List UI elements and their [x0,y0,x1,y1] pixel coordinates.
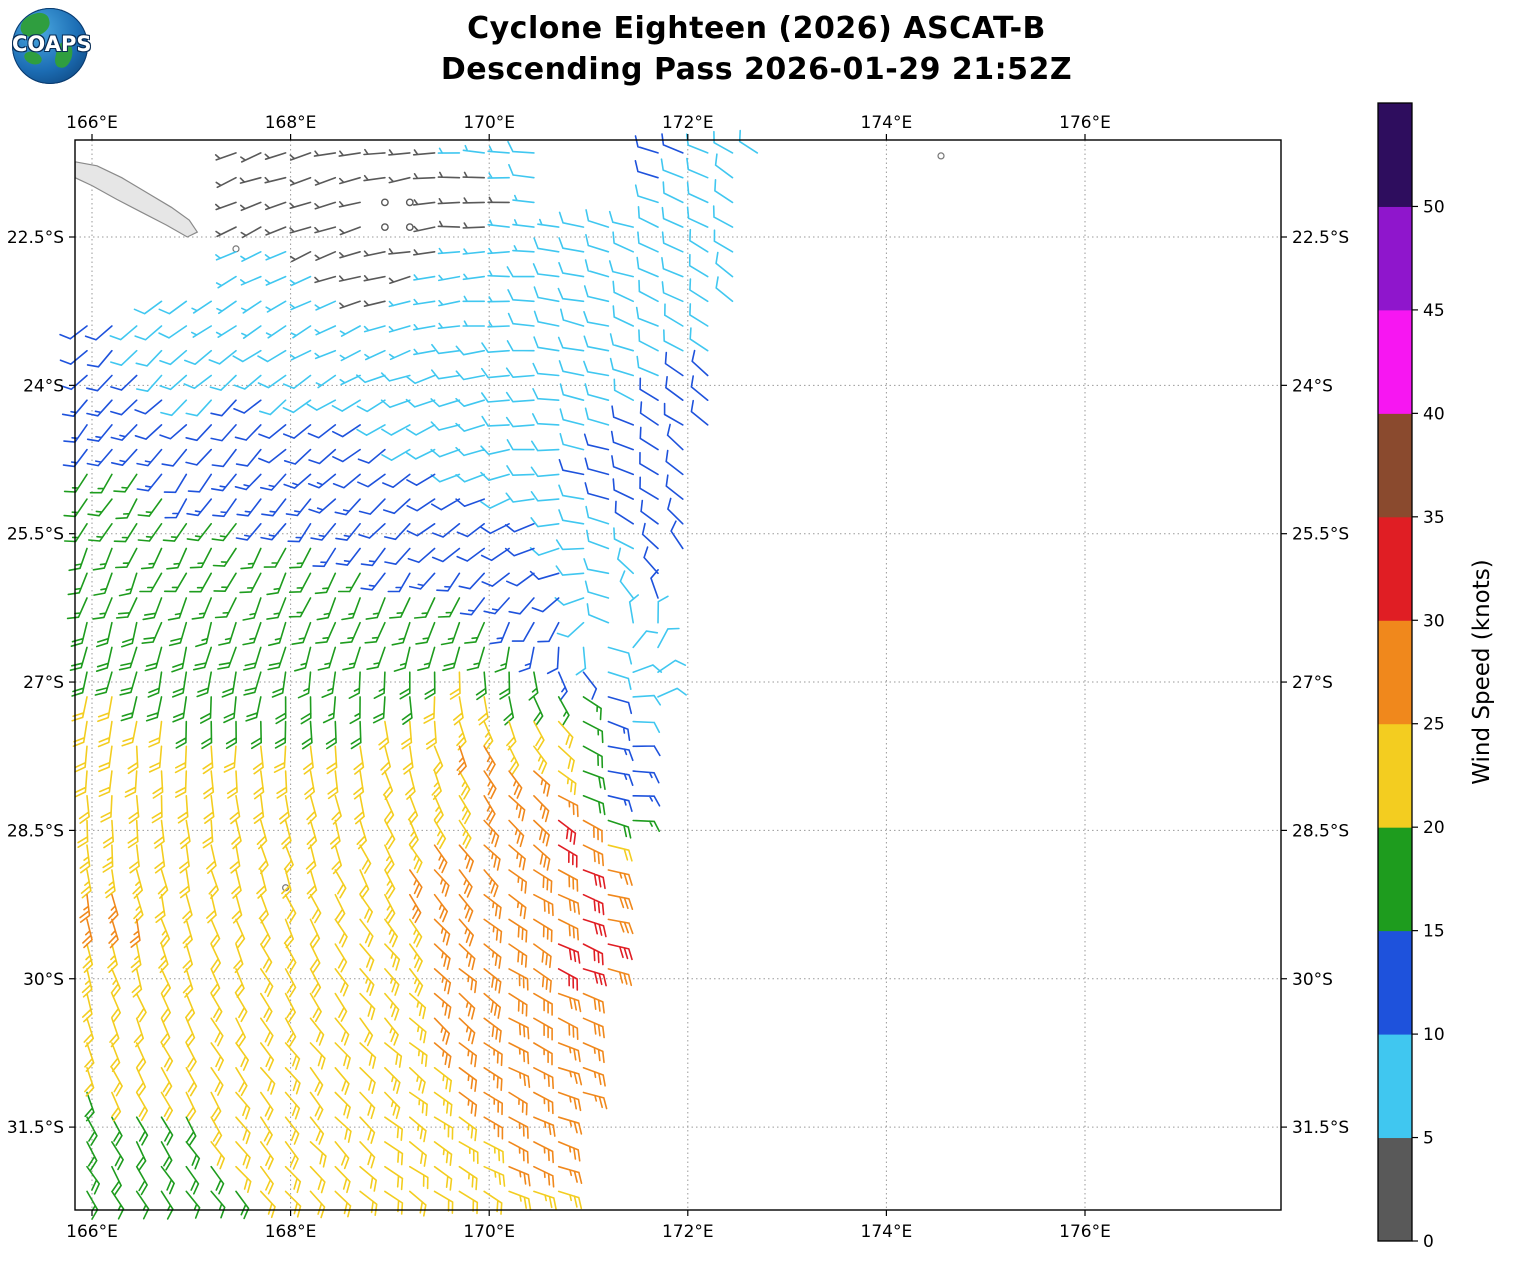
x-tick-label: 166°E [66,1222,118,1242]
wind-barbs-speed-bin-1 [109,129,759,733]
landmass-layer [74,152,945,892]
colorbar-label: Wind Speed (knots) [1469,559,1495,784]
colorbar-segment [1378,309,1412,414]
x-tick-label: 172°E [662,113,714,133]
wind-barb-layer [59,129,759,1220]
x-tick-label: 168°E [265,1222,317,1242]
coaps-logo-text: COAPS [12,32,92,56]
calm-wind-circle [380,223,389,232]
y-tick-label: 25.5°S [1292,525,1349,545]
colorbar-segment [1378,930,1412,1035]
colorbar-tick-label: 30 [1423,611,1445,631]
colorbar-segment [1378,827,1412,932]
colorbar-tick-label: 10 [1423,1025,1445,1045]
x-tick-label: 176°E [1059,113,1111,133]
colorbar: 0 5 10 15 20 25 30 35 40 45 50 Wind Speed (knots) [1377,102,1495,1252]
x-tick-label: 176°E [1059,1222,1111,1242]
calm-wind-circle [380,198,389,207]
x-tick-label: 166°E [66,113,118,133]
colorbar-segment [1378,1137,1412,1242]
y-tick-label: 30°S [1292,970,1333,990]
colorbar-tick-label: 25 [1423,715,1445,735]
colorbar-segment [1378,206,1412,311]
colorbar-tick-label: 50 [1423,197,1445,217]
colorbar-segment [1378,620,1412,725]
y-tick-label: 25.5°S [7,525,64,545]
y-tick-label: 28.5°S [1292,821,1349,841]
calm-wind-circle [405,198,414,207]
small-island [937,152,945,160]
y-tick-label: 30°S [23,970,64,990]
coaps-logo: COAPS [12,8,92,84]
colorbar-frame [1377,102,1413,1242]
y-axis-ticks: 22.5°S 22.5°S 24°S 24°S 25.5°S 25.5°S 27°S 27°S… [7,228,1349,1138]
colorbar-segment [1378,1034,1412,1139]
chart-title-line1: Cyclone Eighteen (2026) ASCAT-B [467,11,1046,46]
wind-barbs-speed-bin-3 [63,473,661,1220]
colorbar-segment [1378,723,1412,828]
x-axis-ticks: 166°E 166°E 168°E 168°E 170°E 170°E 172°E 172°E… [66,113,1111,1242]
chart-title-line2: Descending Pass 2026-01-29 21:52Z [440,52,1073,88]
colorbar-tick-label: 40 [1423,404,1445,424]
colorbar-tick-label: 15 [1423,922,1445,942]
colorbar-segment [1378,516,1412,621]
colorbar-segment [1378,413,1412,518]
x-tick-label: 168°E [265,113,317,133]
chart-title: Cyclone Eighteen (2026) ASCAT-B Descendi… [0,8,1513,91]
y-tick-label: 27°S [1292,673,1333,693]
x-tick-label: 170°E [463,113,515,133]
y-tick-label: 31.5°S [1292,1118,1349,1138]
globe-icon: COAPS [12,8,92,84]
x-tick-label: 174°E [861,113,913,133]
colorbar-tick-label: 5 [1423,1129,1434,1149]
landmass-new-caledonia [74,161,199,238]
wind-barbs-speed-bin-5 [79,745,634,1188]
y-tick-label: 22.5°S [7,228,64,248]
colorbar-tick-label: 35 [1423,508,1445,528]
y-tick-label: 31.5°S [7,1118,64,1138]
y-tick-label: 28.5°S [7,821,64,841]
wind-barbs-speed-bin-0 [214,148,510,309]
x-tick-label: 170°E [463,1222,515,1242]
colorbar-segment [1378,103,1412,207]
x-tick-label: 174°E [861,1222,913,1242]
small-island [232,245,240,253]
y-tick-label: 24°S [1292,376,1333,396]
plot-frame [74,139,1282,1211]
map-gridlines [75,140,1281,1210]
y-tick-label: 27°S [23,673,64,693]
wind-barbs-speed-bin-6 [557,819,633,991]
wind-barbs-speed-bin-4 [71,671,633,1219]
x-tick-label: 172°E [662,1222,714,1242]
calm-wind-circle [405,223,414,232]
wind-barbs-speed-bin-2 [59,133,709,812]
colorbar-tick-label: 20 [1423,818,1445,838]
colorbar-tick-label: 45 [1423,301,1445,321]
colorbar-tick-label: 0 [1423,1232,1434,1252]
y-tick-label: 22.5°S [1292,228,1349,248]
y-tick-label: 24°S [23,376,64,396]
